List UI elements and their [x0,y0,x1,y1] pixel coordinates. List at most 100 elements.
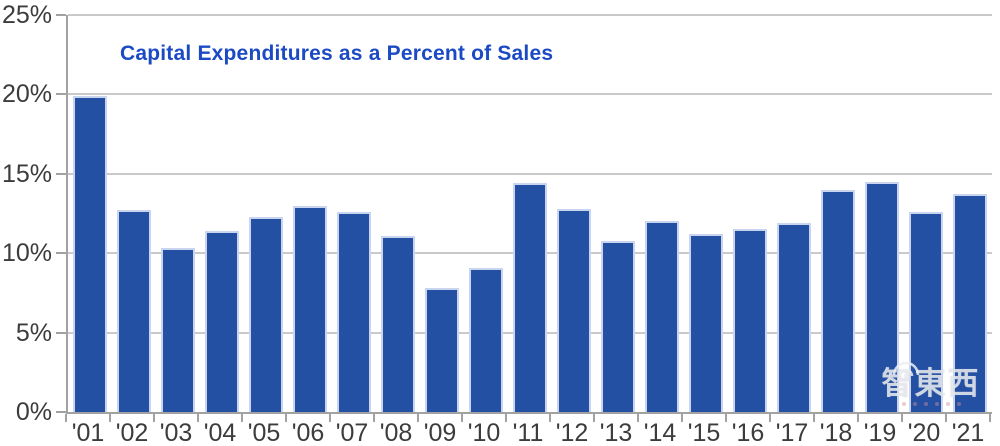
x-axis-label: '07 [335,419,369,446]
bar-03 [160,248,196,412]
y-axis-tick [56,14,66,16]
x-axis-label: '10 [467,419,501,446]
x-axis-label: '08 [379,419,413,446]
x-axis-label: '14 [643,419,677,446]
x-axis-label: '15 [687,419,721,446]
bar-17 [776,223,812,412]
y-axis-label: 15% [1,159,52,188]
bar-04 [204,230,240,412]
x-ticks [65,414,991,422]
x-axis-label: '19 [863,419,897,446]
bar-11 [512,183,548,412]
x-axis-tick [285,414,287,422]
bar-slot [112,15,156,412]
bar-slot [948,15,992,412]
x-axis-label: '18 [819,419,853,446]
x-axis-tick [769,414,771,422]
bar-10 [468,267,504,412]
bar-slot [772,15,816,412]
x-axis-label: '21 [951,419,985,446]
x-axis-labels: '01 '02 '03 '04 '05 '06 '07 '08 '09 '10 '11 '12 '13 '… [66,419,990,446]
bar-slot [200,15,244,412]
x-axis-tick [197,414,199,422]
bar-02 [116,210,152,412]
gridline [68,93,992,96]
bar-05 [248,216,284,412]
y-axis-tick [56,93,66,96]
bar-slot [244,15,288,412]
bar-18 [820,189,856,412]
bar-slot [684,15,728,412]
bar-07 [336,211,372,412]
x-axis-tick [65,414,67,422]
x-axis-label: '13 [599,419,633,446]
bar-slot [640,15,684,412]
y-axis-label: 10% [1,239,52,268]
y-axis-label: 20% [1,80,52,109]
x-axis-label: '03 [159,419,193,446]
x-axis-tick [901,414,903,422]
x-axis-tick [593,414,595,422]
bar-16 [732,229,768,412]
bar-slot [156,15,200,412]
x-axis-tick [109,414,111,422]
watermark-text: 智東西 [881,366,981,401]
bar-slot [68,15,112,412]
x-axis-label: '01 [71,419,105,446]
bar-slot [376,15,420,412]
bar-slot [728,15,772,412]
x-axis-tick [329,414,331,422]
bar-slot [552,15,596,412]
bar-slot [860,15,904,412]
x-axis-label: '12 [555,419,589,446]
bar-01 [72,96,108,412]
x-axis-tick [153,414,155,422]
bar-20 [908,211,944,412]
bar-slot [904,15,948,412]
bar-09 [424,288,460,412]
gridline [68,172,992,175]
bar-slot [288,15,332,412]
chart-title: Capital Expenditures as a Percent of Sal… [120,42,554,65]
y-axis-tick [56,331,66,334]
y-axis-label: 0% [15,398,52,426]
x-axis-tick [813,414,815,422]
bars [68,15,992,412]
bar-slot [816,15,860,412]
x-axis-label: '16 [731,419,765,446]
bar-15 [688,234,724,412]
x-axis-tick [725,414,727,422]
x-axis-tick [680,414,683,422]
x-axis-label: '17 [775,419,809,446]
x-axis-label: '06 [291,419,325,446]
y-axis-tick [56,252,66,255]
x-axis-tick [637,414,639,422]
gridline [68,14,992,16]
x-axis-label: '11 [512,419,544,446]
x-axis-label: '02 [115,419,149,446]
bar-slot [420,15,464,412]
x-axis-label: '04 [203,419,237,446]
y-axis-label: 25% [1,1,52,29]
y-axis-labels: 0% 5% 10% 15% 20% 25% [0,2,52,425]
bar-slot [508,15,552,412]
bar-slot [464,15,508,412]
bar-06 [292,205,328,412]
x-axis-tick [989,414,991,422]
bar-12 [556,208,592,412]
bar-21 [952,194,988,412]
x-axis-tick [372,414,375,422]
bar-slot [596,15,640,412]
plot-area [66,14,992,414]
x-axis-tick [417,414,419,422]
bar-13 [600,240,636,412]
watermark: 智東西 [876,362,986,408]
x-axis-label: '09 [423,419,457,446]
bar-14 [644,221,680,412]
y-axis-label: 5% [15,318,52,347]
x-axis-tick [857,414,859,422]
y-axis-tick [56,172,66,175]
antenna-icon [892,362,920,378]
bar-08 [380,235,416,412]
